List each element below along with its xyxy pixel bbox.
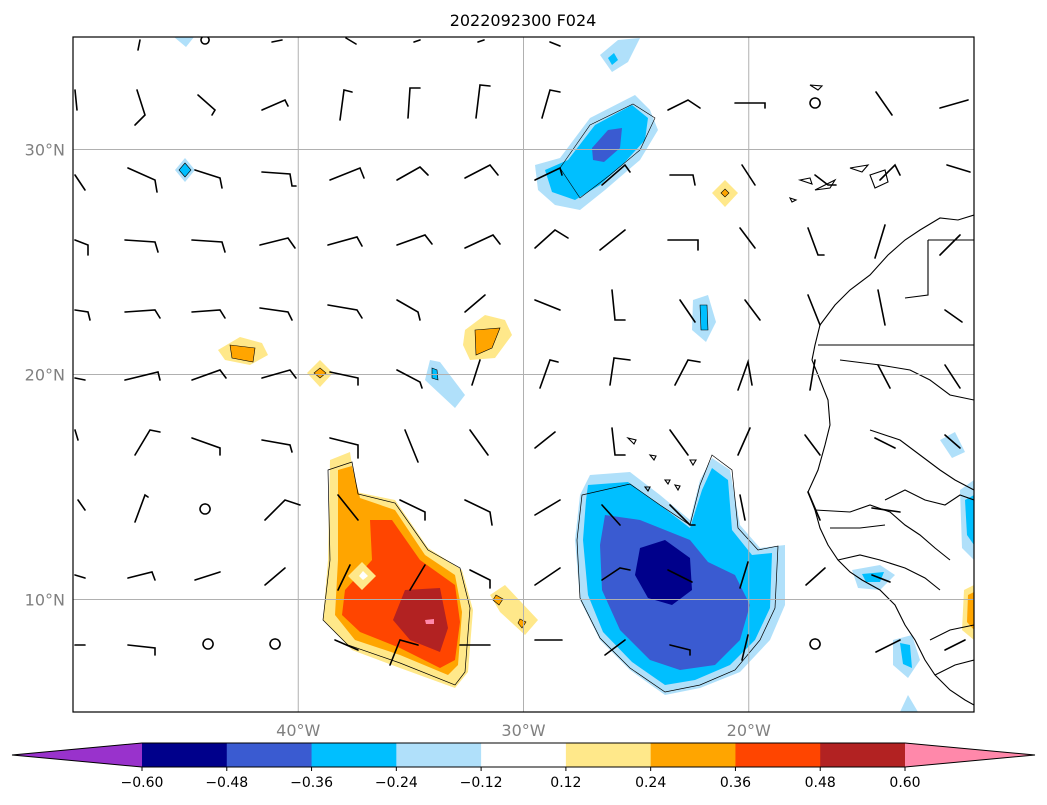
- colorbar-extend-low: [12, 743, 142, 767]
- colorbar-label-8: 0.48: [805, 775, 836, 791]
- map-frame: [72, 36, 975, 713]
- colorbar-label-6: 0.24: [635, 775, 666, 791]
- positive-anomaly-region-central: [322, 452, 473, 688]
- colorbar-segment-4: [481, 743, 567, 767]
- wind-barbs: [74, 37, 971, 666]
- lat-tick-label-0: 30°N: [25, 141, 65, 160]
- axis-labels: 40°W 30°W 20°W 30°N 20°N 10°N: [25, 141, 771, 741]
- colorbar-segment-5: [565, 743, 652, 767]
- colorbar-segment-1: [226, 743, 313, 767]
- colorbar-label-1: −0.48: [205, 775, 248, 791]
- colorbar: −0.60 −0.48 −0.36 −0.24 −0.12 0.12 0.24 0.36 0.4…: [11, 742, 1036, 791]
- gridlines: [73, 37, 974, 712]
- coastline: [626, 84, 974, 706]
- colorbar-segment-2: [311, 743, 397, 767]
- colorbar-segment-7: [735, 743, 821, 767]
- colorbar-segment-8: [820, 743, 906, 767]
- lon-tick-label-1: 30°W: [501, 721, 545, 740]
- map-area: [73, 37, 974, 712]
- colorbar-label-3: −0.24: [375, 775, 418, 791]
- lat-tick-label-1: 20°N: [25, 366, 65, 385]
- lon-tick-label-0: 40°W: [276, 721, 320, 740]
- colorbar-label-9: 0.60: [889, 775, 920, 791]
- map-title: 2022092300 F024: [450, 11, 597, 30]
- colorbar-label-7: 0.36: [720, 775, 751, 791]
- colorbar-segment-6: [650, 743, 736, 767]
- colorbar-label-5: 0.12: [550, 775, 581, 791]
- positive-anomaly-region-small: [218, 180, 974, 640]
- colorbar-segment-0: [142, 743, 228, 767]
- lon-tick-label-2: 20°W: [727, 721, 771, 740]
- negative-anomaly-region-north: [174, 37, 974, 712]
- colorbar-label-4: −0.12: [460, 775, 503, 791]
- colorbar-segment-3: [396, 743, 482, 767]
- colorbar-label-2: −0.36: [290, 775, 333, 791]
- lat-tick-label-2: 10°N: [25, 591, 65, 610]
- colorbar-extend-high: [905, 743, 1035, 767]
- colorbar-label-0: −0.60: [121, 775, 164, 791]
